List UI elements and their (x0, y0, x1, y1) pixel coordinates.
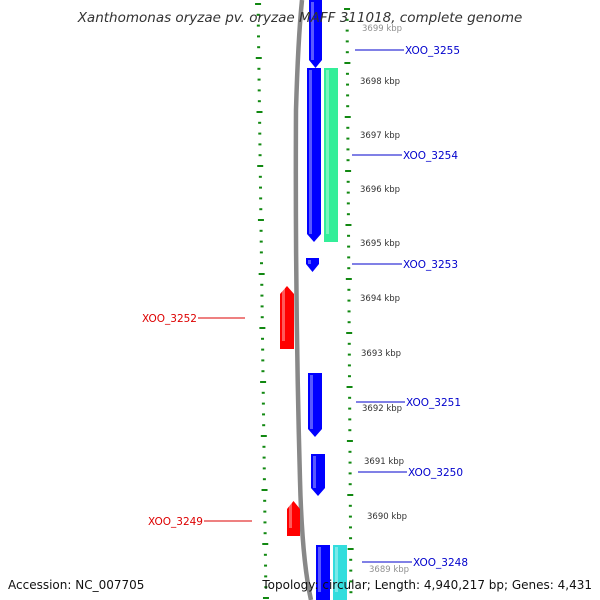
gene-label[interactable]: XOO_3249 (148, 516, 203, 528)
coordinate-label: 3690 kbp (367, 512, 407, 522)
gene-label[interactable]: XOO_3253 (403, 259, 458, 271)
gene-arrow-highlight (335, 547, 338, 592)
genome-backbone (293, 0, 314, 600)
gene-label[interactable]: XOO_3255 (405, 45, 460, 57)
tick-marks (255, 3, 354, 599)
coordinate-label: 3692 kbp (362, 404, 402, 414)
gene-arrow[interactable] (308, 373, 322, 437)
gene-arrow[interactable] (309, 0, 322, 68)
coordinate-label: 3699 kbp (362, 24, 402, 34)
gene-callouts: XOO_3255 XOO_3254 XOO_3253 XOO_3252 XOO_3251… (142, 45, 468, 569)
coordinate-label: 3698 kbp (360, 77, 400, 87)
gene-arrow-highlight (313, 456, 316, 488)
coordinate-label: 3689 kbp (369, 565, 409, 575)
gene-label[interactable]: XOO_3251 (406, 397, 461, 409)
gene-arrow[interactable] (306, 258, 319, 272)
gene-arrow[interactable] (280, 286, 294, 349)
gene-arrow-highlight (308, 260, 311, 264)
gene-arrow[interactable] (333, 545, 347, 600)
gene-arrow[interactable] (311, 454, 325, 496)
accession-text: Accession: NC_007705 (8, 578, 145, 592)
gene-features (280, 0, 347, 600)
gene-arrow-highlight (310, 375, 313, 429)
gene-arrow[interactable] (307, 68, 321, 242)
coordinate-label: 3697 kbp (360, 131, 400, 141)
genome-summary: Topology: circular; Length: 4,940,217 bp… (262, 578, 592, 592)
map-title: Xanthomonas oryzae pv. oryzae MAFF 31101… (77, 10, 523, 26)
gene-arrow[interactable] (316, 545, 330, 600)
coordinate-label: 3693 kbp (361, 349, 401, 359)
gene-label[interactable]: XOO_3252 (142, 313, 197, 325)
gene-arrow-highlight (309, 70, 312, 234)
gene-arrow-highlight (289, 503, 292, 528)
coordinate-label: 3695 kbp (360, 239, 400, 249)
gene-arrow-highlight (282, 288, 285, 341)
coordinate-labels: 3699 kbp 3698 kbp 3697 kbp 3696 kbp 3695 kbp… (360, 24, 409, 575)
gene-arrow-highlight (311, 2, 314, 60)
coordinate-label: 3694 kbp (360, 294, 400, 304)
coordinate-label: 3696 kbp (360, 185, 400, 195)
gene-label[interactable]: XOO_3254 (403, 150, 458, 162)
gene-arrow[interactable] (287, 501, 300, 536)
gene-arrow-highlight (318, 547, 321, 592)
coordinate-label: 3691 kbp (364, 457, 404, 467)
gene-arrow[interactable] (324, 68, 338, 242)
gene-label[interactable]: XOO_3248 (413, 557, 468, 569)
gene-label[interactable]: XOO_3250 (408, 467, 463, 479)
gene-arrow-highlight (326, 70, 329, 234)
